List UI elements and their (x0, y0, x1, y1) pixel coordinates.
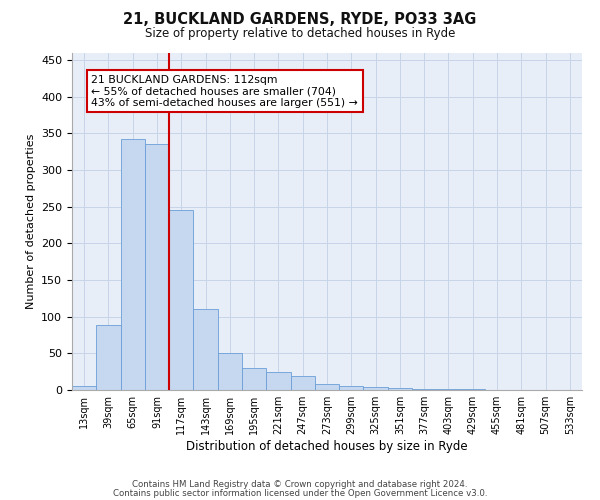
Bar (315, 384, 339, 390)
Bar (242, 368, 266, 390)
Bar (218, 354, 242, 390)
Text: 21, BUCKLAND GARDENS, RYDE, PO33 3AG: 21, BUCKLAND GARDENS, RYDE, PO33 3AG (124, 12, 476, 28)
Bar (169, 210, 193, 390)
Bar (72, 386, 96, 390)
Bar (96, 326, 121, 390)
Y-axis label: Number of detached properties: Number of detached properties (26, 134, 35, 309)
Bar (266, 372, 290, 390)
Text: Contains public sector information licensed under the Open Government Licence v3: Contains public sector information licen… (113, 488, 487, 498)
Bar (290, 376, 315, 390)
Bar (193, 310, 218, 390)
Text: Size of property relative to detached houses in Ryde: Size of property relative to detached ho… (145, 28, 455, 40)
Bar (388, 388, 412, 390)
Text: Contains HM Land Registry data © Crown copyright and database right 2024.: Contains HM Land Registry data © Crown c… (132, 480, 468, 489)
Bar (145, 144, 169, 390)
Bar (339, 386, 364, 390)
Bar (412, 388, 436, 390)
Text: 21 BUCKLAND GARDENS: 112sqm
← 55% of detached houses are smaller (704)
43% of se: 21 BUCKLAND GARDENS: 112sqm ← 55% of det… (91, 74, 358, 108)
X-axis label: Distribution of detached houses by size in Ryde: Distribution of detached houses by size … (186, 440, 468, 453)
Bar (121, 139, 145, 390)
Bar (364, 387, 388, 390)
